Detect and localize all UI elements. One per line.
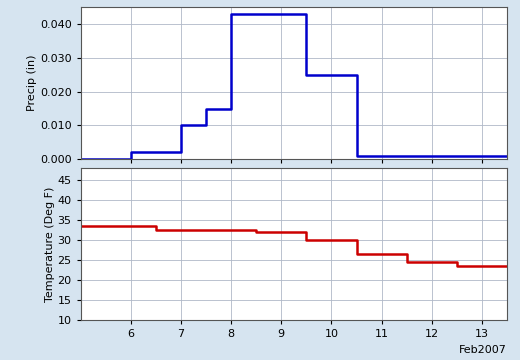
Y-axis label: Temperature (Deg F): Temperature (Deg F) bbox=[45, 187, 55, 302]
X-axis label: Feb2007: Feb2007 bbox=[459, 345, 507, 355]
Y-axis label: Precip (in): Precip (in) bbox=[27, 55, 37, 112]
